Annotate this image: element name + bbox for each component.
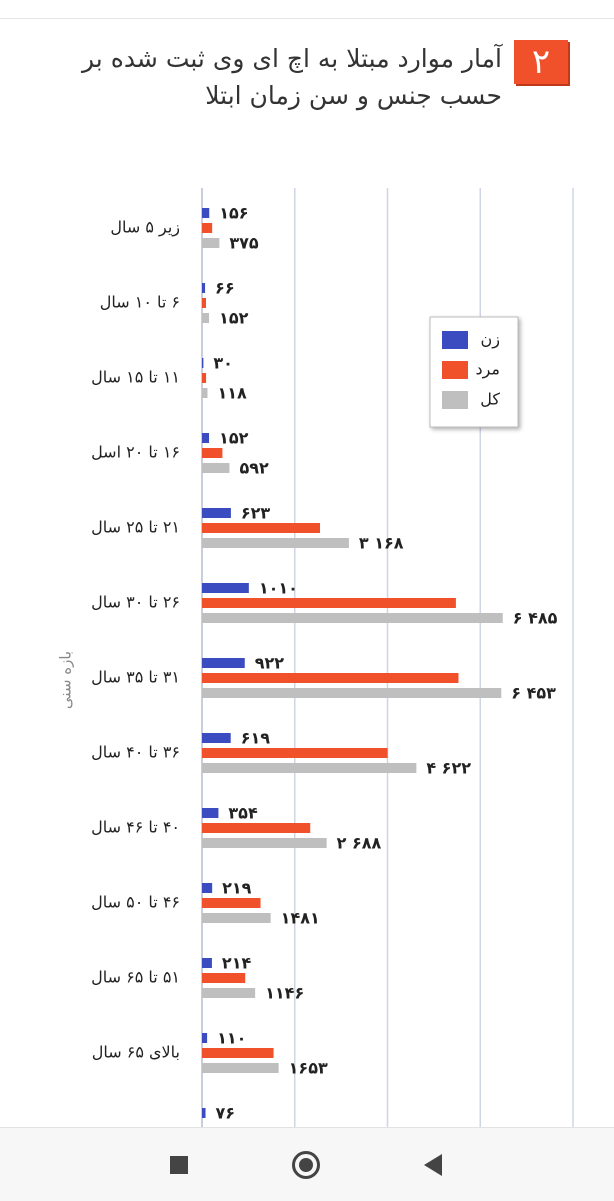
- data-label: ۱۱۴۶: [265, 984, 304, 1003]
- bar: [202, 883, 213, 893]
- data-label: ۶۶: [215, 279, 235, 298]
- bar: [202, 208, 210, 218]
- bar: [202, 598, 456, 608]
- bar: [202, 538, 349, 548]
- bar: [202, 583, 249, 593]
- data-label: ۲۱۴: [222, 954, 252, 973]
- recent-button[interactable]: [170, 1156, 188, 1174]
- y-tick-label: ۱۱ تا ۱۵ سال: [91, 368, 180, 387]
- bar: [202, 1033, 208, 1043]
- y-tick-label: ۳۶ تا ۴۰ سال: [91, 743, 180, 762]
- bar: [202, 613, 503, 623]
- data-label: ۱۵۲: [219, 309, 249, 328]
- data-label: ۳۷۵: [229, 234, 259, 253]
- bar: [202, 433, 210, 443]
- bar: [202, 313, 210, 323]
- legend: زن مرد کل: [429, 316, 519, 428]
- nav-bar: [0, 1127, 614, 1201]
- data-label: ۹۲۲: [255, 654, 285, 673]
- data-label: ۱۴۸۱: [281, 909, 320, 928]
- data-label: ۴ ۶۲۲: [426, 759, 471, 778]
- card-edge: [0, 18, 614, 19]
- bar: [202, 298, 206, 308]
- y-tick-label: ۲۶ تا ۳۰ سال: [91, 593, 180, 612]
- bar: [202, 358, 204, 368]
- y-tick-label: بالای ۶۵ سال: [92, 1043, 180, 1062]
- y-tick-label: ۴۶ تا ۵۰ سال: [91, 893, 180, 912]
- y-tick-label: زیر ۵ سال: [110, 218, 180, 238]
- legend-label: کل: [480, 390, 500, 409]
- data-label: ۲۱۹: [222, 879, 252, 898]
- bar: [202, 808, 219, 818]
- chart-title: آمار موارد مبتلا به اچ ای وی ثبت شده بر …: [82, 44, 502, 110]
- bar: [202, 523, 321, 533]
- home-button[interactable]: [292, 1151, 320, 1179]
- data-label: ۳۵۴: [228, 804, 258, 823]
- bar: [202, 448, 223, 458]
- y-tick-label: ۲۱ تا ۲۵ سال: [91, 518, 180, 537]
- data-label: ۱۱۰: [217, 1029, 246, 1048]
- bar: [202, 388, 208, 398]
- y-tick-label: ۳۱ تا ۳۵ سال: [91, 668, 180, 687]
- data-label: ۱۱۸: [217, 384, 247, 403]
- y-axis-label: بازه سنی: [57, 651, 75, 709]
- legend-swatch: [442, 391, 468, 409]
- data-label: ۱۵۶: [219, 204, 248, 223]
- title-block: ۲ آمار موارد مبتلا به اچ ای وی ثبت شده بر…: [62, 40, 568, 114]
- y-tick-label: ۶ تا ۱۰ سال: [100, 293, 180, 312]
- bar: [202, 658, 245, 668]
- data-label: ۶ ۴۸۵: [513, 609, 558, 628]
- back-button[interactable]: [424, 1154, 442, 1176]
- bar: [202, 823, 311, 833]
- bar: [202, 223, 213, 233]
- bar: [202, 763, 417, 773]
- legend-label: زن: [481, 330, 500, 350]
- bar: [202, 1108, 206, 1118]
- data-label: ۳۰: [213, 354, 233, 373]
- bar: [202, 733, 231, 743]
- y-tick-label: ۱۶ تا ۲۰ اسل: [91, 443, 180, 462]
- bar: [202, 988, 256, 998]
- data-label: ۳ ۱۶۸: [359, 534, 404, 553]
- badge: ۲: [514, 40, 568, 84]
- bar: [202, 1063, 279, 1073]
- data-label: ۶ ۴۵۳: [511, 684, 556, 703]
- bar: [202, 463, 230, 473]
- y-tick-label: ۴۰ تا ۴۶ سال: [91, 818, 180, 837]
- data-label: ۱۵۲: [219, 429, 249, 448]
- chart: بازه سنی زیر ۵ سال ۱۵۶ ۳۷۵ ۶ تا ۱۰ سال ۶۶ ۱۵۲…: [57, 188, 574, 1127]
- data-label: ۶۲۳: [241, 504, 271, 523]
- bar: [202, 838, 327, 848]
- y-tick-label: ۵۱ تا ۶۵ سال: [91, 968, 180, 987]
- data-label: ۶۱۹: [241, 729, 271, 748]
- bar: [202, 508, 231, 518]
- bar: [202, 283, 206, 293]
- data-label: ۲ ۶۸۸: [337, 834, 382, 853]
- bar: [202, 238, 220, 248]
- bar: [202, 973, 246, 983]
- legend-swatch: [442, 361, 468, 379]
- bar: [202, 748, 388, 758]
- bar: [202, 898, 261, 908]
- legend-swatch: [442, 331, 468, 349]
- bar: [202, 673, 459, 683]
- bar: [202, 688, 502, 698]
- bar: [202, 913, 271, 923]
- bar: [202, 958, 212, 968]
- data-label: ۵۹۲: [239, 459, 269, 478]
- bar: [202, 1048, 274, 1058]
- legend-label: مرد: [475, 360, 500, 380]
- data-label: ۱۶۵۳: [289, 1059, 328, 1078]
- bar: [202, 373, 207, 383]
- data-label: ۱۰۱۰: [259, 579, 298, 598]
- data-label: ۷۶: [216, 1104, 236, 1123]
